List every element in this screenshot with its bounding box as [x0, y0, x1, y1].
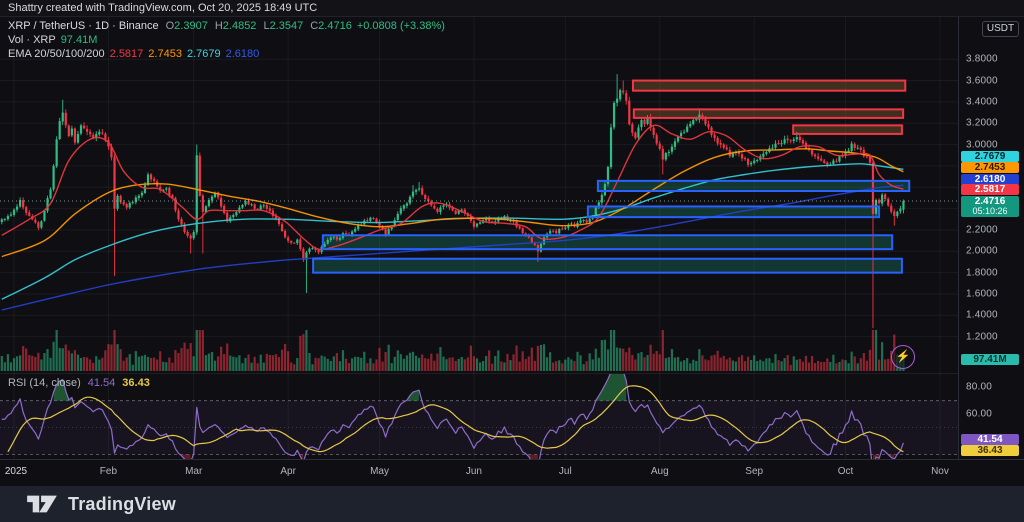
ema-price-chip: 2.6180 — [961, 173, 1019, 185]
time-axis-label-nov: Nov — [931, 466, 949, 477]
footer-bar: TradingView — [0, 486, 1024, 522]
price-axis-label: 1.8000 — [966, 267, 998, 279]
attribution-bar: Shattry created with TradingView.com, Oc… — [0, 0, 1024, 17]
pane-divider[interactable] — [0, 373, 958, 374]
price-axis-label: 1.2000 — [966, 331, 998, 343]
ema50-value: 2.7453 — [148, 48, 182, 60]
tradingview-logo-icon[interactable] — [26, 491, 58, 517]
time-axis-label-jul: Jul — [558, 466, 572, 477]
attribution-text: Shattry created with TradingView.com, Oc… — [8, 2, 318, 14]
open-value: 2.3907 — [174, 20, 208, 32]
ema20-value: 2.5817 — [109, 48, 144, 60]
rsi-pane-canvas[interactable] — [0, 374, 958, 459]
time-axis-label-2025: 2025 — [4, 466, 28, 477]
price-axis[interactable]: USDT 3.8000 3.6000 3.4000 3.2000 3.0000 2.200… — [958, 17, 1024, 459]
ema200-value: 2.6180 — [225, 48, 260, 60]
time-axis-label-feb: Feb — [99, 466, 118, 477]
bar-countdown: 05:10:26 — [972, 205, 1008, 216]
price-axis-label: 1.4000 — [966, 309, 998, 321]
rsi-axis-label: 60.00 — [966, 408, 993, 420]
rsi-ma-value: 36.43 — [122, 377, 150, 389]
time-axis-label-jun: Jun — [465, 466, 482, 477]
price-axis-label: 3.6000 — [966, 75, 998, 87]
time-axis-label-mar: Mar — [185, 466, 203, 477]
price-axis-label: 3.8000 — [966, 53, 998, 65]
tradingview-wordmark[interactable]: TradingView — [68, 493, 176, 514]
rsi-axis-label: 80.00 — [966, 381, 993, 393]
price-axis-label: 3.2000 — [966, 117, 998, 129]
volume-chip: 97.41M — [961, 353, 1019, 365]
volume-label[interactable]: Vol · XRP — [8, 34, 56, 46]
time-axis[interactable]: 2025 Feb Mar Apr May Jun Jul Aug Sep Oct Nov — [0, 459, 1024, 485]
chart-legend: XRP / TetherUS · 1D · Binance O2.3907 H2… — [8, 21, 445, 63]
ema-row: EMA 20/50/100/200 2.5817 2.7453 2.7679 2… — [8, 49, 445, 60]
ema-price-chip: 2.7679 — [961, 150, 1019, 162]
low-value: 2.3547 — [269, 20, 304, 32]
change-value: +0.0808 (+3.38%) — [356, 20, 445, 32]
ema-price-chip: 2.7453 — [961, 162, 1019, 173]
lightning-bolt-icon[interactable]: ⚡ — [891, 345, 915, 369]
close-value: 2.4716 — [318, 20, 352, 32]
price-chart-canvas[interactable] — [0, 17, 958, 374]
last-price-value: 2.4716 — [974, 195, 1006, 207]
volume-row: Vol · XRP 97.41M — [8, 35, 445, 46]
price-axis-label: 2.0000 — [966, 245, 998, 257]
price-axis-label: 3.0000 — [966, 139, 998, 151]
currency-toggle-button[interactable]: USDT — [982, 21, 1019, 37]
time-axis-label-may: May — [370, 466, 389, 477]
ema-price-chip: 2.5817 — [961, 184, 1019, 195]
rsi-ma-chip: 36.43 — [961, 444, 1019, 456]
price-axis-label: 2.2000 — [966, 224, 998, 236]
rsi-legend: RSI (14, close) 41.54 36.43 — [8, 377, 150, 389]
symbol-row: XRP / TetherUS · 1D · Binance O2.3907 H2… — [8, 20, 445, 32]
last-price-chip: 2.4716 05:10:26 — [961, 195, 1019, 217]
price-axis-label: 1.6000 — [966, 288, 998, 300]
rsi-value-chip: 41.54 — [961, 433, 1019, 445]
time-axis-label-sep: Sep — [745, 466, 764, 477]
rsi-value: 41.54 — [87, 377, 116, 389]
high-value: 2.4852 — [222, 20, 257, 32]
rsi-title[interactable]: RSI (14, close) — [8, 377, 81, 389]
symbol-title[interactable]: XRP / TetherUS · 1D · Binance — [8, 20, 159, 32]
ema-label[interactable]: EMA 20/50/100/200 — [8, 48, 105, 60]
ema100-value: 2.7679 — [186, 48, 221, 60]
volume-value: 97.41M — [60, 34, 98, 46]
price-axis-label: 3.4000 — [966, 96, 998, 108]
time-axis-label-apr: Apr — [280, 466, 296, 477]
time-axis-label-aug: Aug — [650, 466, 669, 477]
time-axis-label-oct: Oct — [837, 466, 854, 477]
